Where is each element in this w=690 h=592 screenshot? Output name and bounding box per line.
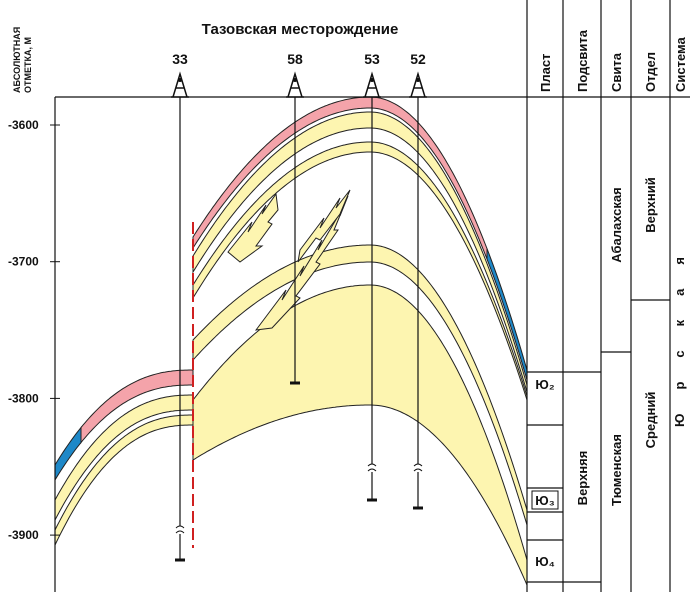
cross-section: Тазовская месторождение АБСОЛЮТНАЯ ОТМЕТ… (0, 0, 690, 592)
axis-label: АБСОЛЮТНАЯ (12, 27, 22, 93)
well-label: 33 (172, 51, 188, 67)
well-label: 58 (287, 51, 303, 67)
well-label: 52 (410, 51, 426, 67)
derrick-top (178, 78, 182, 82)
plast-label: Ю₂ (535, 377, 554, 392)
column-header: Свита (609, 52, 624, 92)
svita-label: Абалахская (609, 187, 624, 262)
tick-label: -3900 (8, 528, 39, 542)
plast-label: Ю₄ (535, 554, 555, 569)
title: Тазовская месторождение (202, 21, 399, 38)
tick-label: -3700 (8, 255, 39, 269)
tick-label: -3800 (8, 391, 39, 405)
plast-label: Ю₃ (535, 493, 554, 508)
column-header: Система (673, 37, 688, 92)
podsvita-label: Верхняя (575, 451, 590, 506)
tick-label: -3600 (8, 118, 39, 132)
derrick-top (416, 78, 420, 82)
axis-label: ОТМЕТКА, М (23, 37, 33, 93)
derrick-top (293, 78, 297, 82)
column-header: Подсвита (575, 29, 590, 92)
derrick-top (370, 78, 374, 82)
otdel-label: Верхний (643, 177, 658, 232)
well-label: 53 (364, 51, 380, 67)
otdel-label: Средний (643, 392, 658, 449)
sistema-label: Юрская (672, 233, 687, 427)
column-header: Отдел (643, 52, 658, 92)
column-header: Пласт (538, 54, 553, 92)
svita-label: Тюменская (609, 434, 624, 506)
